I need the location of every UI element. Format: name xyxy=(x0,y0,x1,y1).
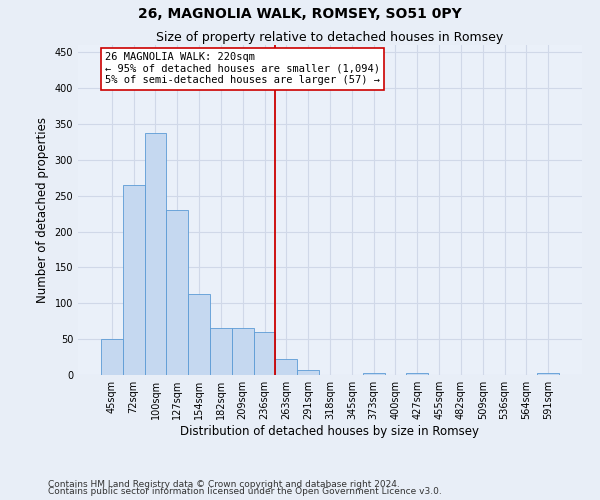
Text: 26 MAGNOLIA WALK: 220sqm
← 95% of detached houses are smaller (1,094)
5% of semi: 26 MAGNOLIA WALK: 220sqm ← 95% of detach… xyxy=(105,52,380,86)
Bar xyxy=(101,339,123,375)
Bar xyxy=(363,373,385,375)
Bar xyxy=(188,294,210,375)
Bar xyxy=(123,185,145,375)
Text: 26, MAGNOLIA WALK, ROMSEY, SO51 0PY: 26, MAGNOLIA WALK, ROMSEY, SO51 0PY xyxy=(138,8,462,22)
Text: Contains public sector information licensed under the Open Government Licence v3: Contains public sector information licen… xyxy=(48,487,442,496)
Bar xyxy=(232,328,254,375)
Bar xyxy=(406,373,428,375)
Bar xyxy=(254,332,275,375)
Bar xyxy=(145,132,166,375)
Bar xyxy=(275,358,297,375)
Bar xyxy=(537,373,559,375)
Title: Size of property relative to detached houses in Romsey: Size of property relative to detached ho… xyxy=(157,31,503,44)
Bar xyxy=(297,370,319,375)
Y-axis label: Number of detached properties: Number of detached properties xyxy=(36,117,49,303)
Bar xyxy=(210,328,232,375)
Bar xyxy=(166,210,188,375)
X-axis label: Distribution of detached houses by size in Romsey: Distribution of detached houses by size … xyxy=(181,425,479,438)
Text: Contains HM Land Registry data © Crown copyright and database right 2024.: Contains HM Land Registry data © Crown c… xyxy=(48,480,400,489)
